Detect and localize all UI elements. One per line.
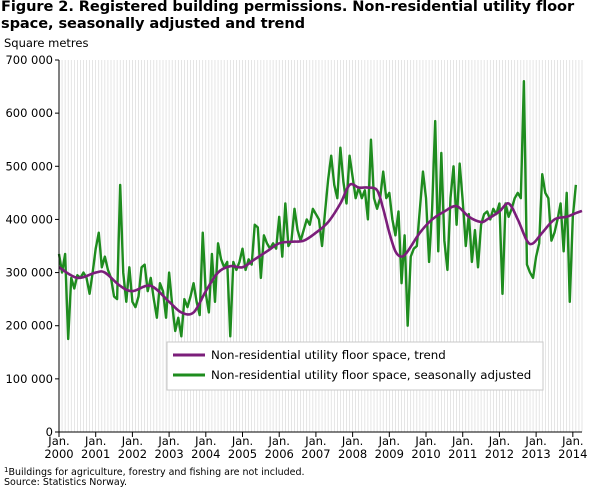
series-seasonally-adjusted-line <box>57 80 578 341</box>
x-tick-label-month: Jan. <box>47 434 69 448</box>
legend-seasonal-label: Non-residential utility floor space, sea… <box>211 368 531 382</box>
x-tick-label-month: Jan. <box>414 434 436 448</box>
x-tick-label-month: Jan. <box>561 434 583 448</box>
x-tick-label-year: 2001 <box>81 447 110 461</box>
y-tick-label: 300 000 <box>5 266 53 280</box>
series-lines <box>57 80 583 341</box>
legend-box <box>166 341 544 391</box>
x-tick-label-year: 2004 <box>191 447 220 461</box>
x-tick-label-year: 2010 <box>411 447 440 461</box>
chart-title: Figure 2. Registered building permission… <box>1 0 575 32</box>
x-tick-label-month: Jan. <box>378 434 400 448</box>
x-tick-label-year: 2005 <box>228 447 257 461</box>
x-tick-label-year: 2008 <box>338 447 367 461</box>
x-tick-label-month: Jan. <box>157 434 179 448</box>
x-tick-label-year: 2009 <box>375 447 404 461</box>
x-tick-label-month: Jan. <box>231 434 253 448</box>
y-tick-label: 700 000 <box>5 53 53 67</box>
x-tick-label-year: 2003 <box>154 447 183 461</box>
x-tick-label-year: 2011 <box>448 447 477 461</box>
legend-trend-label: Non-residential utility floor space, tre… <box>211 348 446 362</box>
x-tick-label-year: 2012 <box>485 447 514 461</box>
series-trend-line <box>58 182 583 316</box>
source-note: Source: Statistics Norway. <box>4 477 127 488</box>
y-tick-label: 600 000 <box>5 106 53 120</box>
footnote: 1Buildings for agriculture, forestry and… <box>4 465 305 478</box>
x-tick-label-year: 2002 <box>118 447 147 461</box>
x-tick-label-month: Jan. <box>84 434 106 448</box>
legend: Non-residential utility floor space, tre… <box>166 341 544 391</box>
footnote-text: Buildings for agriculture, forestry and … <box>8 467 305 478</box>
x-tick-label-month: Jan. <box>524 434 546 448</box>
x-tick-label-month: Jan. <box>451 434 473 448</box>
x-tick-label-year: 2013 <box>521 447 550 461</box>
y-tick-label: 500 000 <box>5 159 53 173</box>
x-tick-label-month: Jan. <box>488 434 510 448</box>
x-tick-label-month: Jan. <box>121 434 143 448</box>
x-tick-label-year: 2000 <box>44 447 73 461</box>
x-tick-label-month: Jan. <box>341 434 363 448</box>
x-tick-label-year: 2007 <box>301 447 330 461</box>
y-tick-label: 100 000 <box>5 372 53 386</box>
y-tick-label: 400 000 <box>5 212 53 226</box>
x-tick-label-month: Jan. <box>194 434 216 448</box>
x-tick-label-year: 2014 <box>558 447 587 461</box>
x-tick-label-year: 2006 <box>265 447 294 461</box>
footnote-marker: 1 <box>4 466 9 474</box>
y-axis-ticks: 0 100 000 200 000 300 000 400 000 500 000 600 … <box>5 53 59 439</box>
y-tick-label: 200 000 <box>5 319 53 333</box>
x-tick-label-month: Jan. <box>304 434 326 448</box>
y-tick-label: 0 <box>46 425 53 439</box>
x-axis-ticks: Jan.2000Jan.2001Jan.2002Jan.2003Jan.2004… <box>44 432 587 461</box>
y-axis-unit-label: Square metres <box>4 36 88 50</box>
x-tick-label-month: Jan. <box>268 434 290 448</box>
